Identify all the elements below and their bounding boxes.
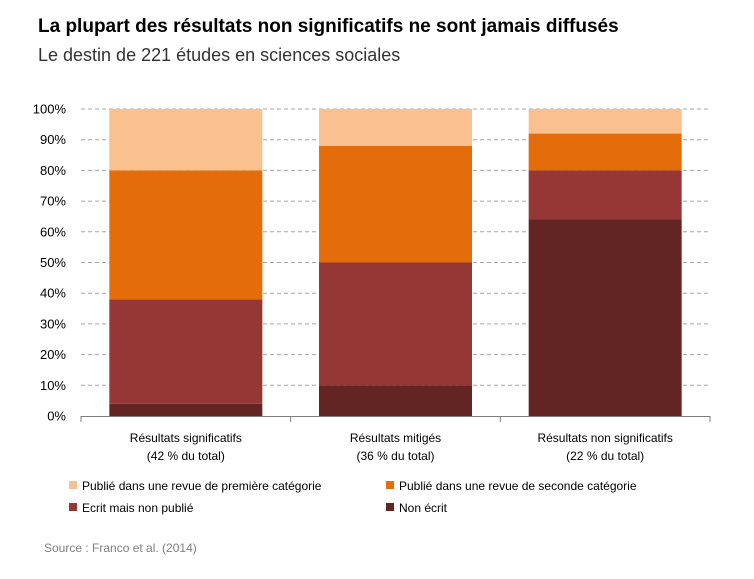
x-category-label: Résultats non significatifs xyxy=(537,431,672,445)
y-tick-label: 40% xyxy=(40,286,66,301)
y-tick-label: 70% xyxy=(40,194,66,209)
legend-label: Publié dans une revue de première catégo… xyxy=(82,479,322,493)
bar-segment xyxy=(109,109,263,171)
bar-segment xyxy=(528,133,682,171)
x-category-label: Résultats mitigés xyxy=(350,431,441,445)
x-category-label: (42 % du total) xyxy=(147,449,225,463)
bar-segment xyxy=(319,385,472,416)
source-note: Source : Franco et al. (2014) xyxy=(44,541,197,555)
legend-swatch xyxy=(69,503,77,511)
chart-subtitle: Le destin de 221 études en sciences soci… xyxy=(38,45,401,65)
bar-segment xyxy=(319,262,472,386)
legend-swatch xyxy=(386,503,394,511)
legend-swatch xyxy=(386,481,394,489)
x-category-label: Résultats significatifs xyxy=(130,431,242,445)
y-tick-label: 50% xyxy=(40,255,66,270)
bars-layer xyxy=(109,109,682,416)
legend-label: Publié dans une revue de seconde catégor… xyxy=(399,479,637,493)
bar-segment xyxy=(109,299,263,404)
legend-label: Non écrit xyxy=(399,501,448,515)
x-category-label: (36 % du total) xyxy=(356,449,434,463)
y-tick-label: 90% xyxy=(40,132,66,147)
chart-title: La plupart des résultats non significati… xyxy=(38,16,619,37)
y-tick-label: 80% xyxy=(40,163,66,178)
legend-swatch xyxy=(69,481,77,489)
y-tick-label: 0% xyxy=(47,409,66,424)
bar-segment xyxy=(319,145,472,263)
bar-segment xyxy=(319,109,472,146)
bar-segment xyxy=(109,403,263,416)
y-tick-label: 60% xyxy=(40,224,66,239)
bar-segment xyxy=(528,170,682,220)
x-category-label: (22 % du total) xyxy=(566,449,644,463)
legend-label: Ecrit mais non publié xyxy=(82,501,194,515)
legend: Publié dans une revue de première catégo… xyxy=(69,479,637,515)
y-tick-label: 10% xyxy=(40,378,66,393)
axis-layer: 0% 10% 20% 30% 40% 50% 60% 70% 80% 90% 100% Résulta… xyxy=(33,102,711,463)
y-tick-label: 100% xyxy=(33,102,67,117)
bar-segment xyxy=(528,109,682,134)
bar-segment xyxy=(528,219,682,416)
y-tick-label: 20% xyxy=(40,347,66,362)
y-tick-label: 30% xyxy=(40,316,66,331)
bar-segment xyxy=(109,170,263,300)
